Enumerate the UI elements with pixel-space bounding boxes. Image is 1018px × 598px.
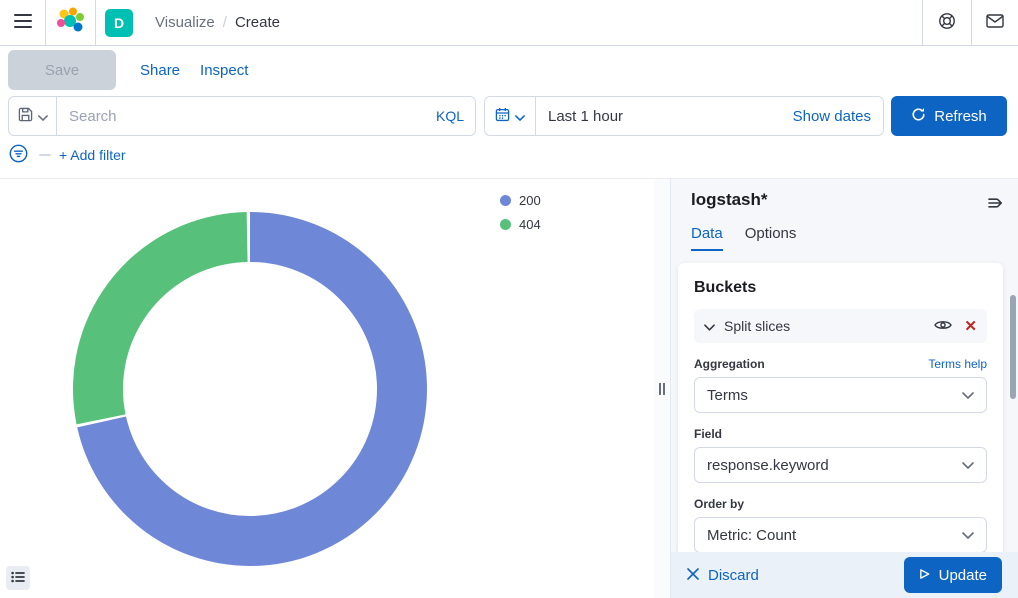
toggle-visibility-eye-icon[interactable] (934, 318, 953, 334)
update-label: Update (938, 566, 987, 584)
legend-label-404: 404 (519, 217, 541, 232)
discard-x-icon (687, 567, 699, 584)
field-header: Field (694, 427, 987, 441)
aggregation-value: Terms (707, 386, 748, 404)
elastic-logo-icon (56, 6, 86, 39)
discard-button[interactable]: Discard (687, 567, 759, 584)
tab-data[interactable]: Data (691, 225, 723, 251)
breadcrumb-separator: / (222, 14, 227, 31)
order-by-value: Metric: Count (707, 526, 797, 544)
visualize-toolbar: Save Share Inspect (0, 46, 1018, 94)
buckets-title: Buckets (694, 279, 757, 296)
collapse-panel-button[interactable] (980, 189, 1010, 219)
add-filter-button[interactable]: + Add filter (59, 147, 126, 163)
chevron-down-icon (515, 108, 525, 124)
main-content: 200 404 logstash* (0, 178, 1018, 598)
editor-tabs: Data Options (691, 225, 796, 251)
editor-footer: Discard Update (671, 552, 1018, 598)
legend-dot-404 (500, 219, 511, 230)
order-by-select[interactable]: Metric: Count (694, 517, 987, 552)
header-divider (922, 0, 923, 45)
search-input[interactable] (56, 96, 476, 136)
breadcrumb-create: Create (234, 14, 280, 31)
field-label: Field (694, 427, 723, 441)
breadcrumb-visualize[interactable]: Visualize (155, 14, 215, 31)
chart-legend: 200 404 (500, 193, 541, 232)
refresh-button[interactable]: Refresh (891, 96, 1007, 136)
inspect-button[interactable]: Inspect (200, 61, 249, 79)
buckets-card: Buckets Split slices ✕ (678, 263, 1003, 552)
help-icon (937, 11, 957, 34)
save-button[interactable]: Save (8, 50, 116, 90)
legend-dot-200 (500, 195, 511, 206)
header-divider (971, 0, 972, 45)
aggregation-header: Aggregation Terms help (694, 357, 987, 371)
mail-icon (986, 14, 1004, 31)
header-bar: D Visualize / Create (0, 0, 1018, 46)
update-button[interactable]: Update (903, 557, 1002, 593)
query-bar: KQL Last 1 hour Show dates (8, 96, 1007, 136)
help-button[interactable] (923, 0, 971, 45)
time-range-display[interactable]: Last 1 hour Show dates (535, 96, 884, 136)
calendar-icon (495, 107, 510, 125)
chevron-down-icon (962, 461, 974, 469)
index-pattern-title: logstash* (691, 190, 768, 209)
header-divider (95, 0, 96, 45)
newsfeed-button[interactable] (972, 0, 1018, 45)
filter-options-icon[interactable] (8, 143, 29, 167)
remove-bucket-icon[interactable]: ✕ (964, 317, 977, 335)
share-button[interactable]: Share (140, 61, 181, 79)
vis-editor-panel: logstash* Data Options Buckets (670, 179, 1018, 598)
legend-toggle-button[interactable] (6, 566, 30, 590)
saved-query-icon (18, 107, 33, 125)
discard-label: Discard (708, 566, 759, 584)
filter-bar: + Add filter (8, 141, 126, 169)
query-language-button[interactable]: KQL (435, 108, 464, 124)
menu-button[interactable] (0, 0, 45, 45)
order-by-header: Order by (694, 497, 987, 511)
legend-item-200[interactable]: 200 (500, 193, 541, 208)
donut-chart (71, 210, 430, 569)
pie-slice-404[interactable] (71, 210, 430, 569)
legend-label-200: 200 (519, 193, 541, 208)
chart-area: 200 404 (0, 179, 654, 598)
scrollbar-thumb[interactable] (1010, 295, 1016, 399)
space-selector[interactable]: D (96, 0, 133, 45)
breadcrumb: Visualize / Create (155, 14, 280, 31)
legend-item-404[interactable]: 404 (500, 217, 541, 232)
show-dates-button[interactable]: Show dates (792, 107, 871, 125)
time-range-value: Last 1 hour (548, 107, 624, 125)
home-logo-button[interactable] (46, 0, 95, 45)
aggregation-select[interactable]: Terms (694, 377, 987, 413)
saved-query-menu-button[interactable] (8, 96, 57, 136)
collapse-panel-icon (987, 196, 1004, 213)
field-value: response.keyword (707, 456, 829, 474)
aggregation-label: Aggregation (694, 357, 765, 371)
tab-options[interactable]: Options (744, 225, 797, 242)
split-slices-label: Split slices (724, 318, 791, 334)
chevron-down-icon (37, 108, 48, 124)
refresh-icon (911, 107, 926, 126)
chevron-down-icon (962, 531, 974, 539)
split-slices-accordion[interactable]: Split slices ✕ (694, 309, 987, 343)
menu-icon (13, 14, 32, 31)
panel-resize-handle[interactable] (654, 179, 670, 598)
terms-help-link[interactable]: Terms help (928, 357, 987, 371)
space-badge: D (105, 8, 133, 37)
pie-slice-200[interactable] (73, 212, 427, 566)
order-by-label: Order by (694, 497, 745, 511)
header-divider (45, 0, 46, 45)
filter-bar-separator (39, 154, 51, 156)
search-field-wrap: KQL (56, 96, 476, 136)
chevron-down-icon (704, 318, 715, 334)
field-select[interactable]: response.keyword (694, 447, 987, 483)
chevron-down-icon (962, 391, 974, 399)
refresh-label: Refresh (934, 107, 987, 125)
legend-toggle-icon (11, 571, 25, 586)
play-icon (919, 567, 930, 584)
date-quick-select-button[interactable] (484, 96, 536, 136)
resize-handle-icon (659, 382, 665, 395)
